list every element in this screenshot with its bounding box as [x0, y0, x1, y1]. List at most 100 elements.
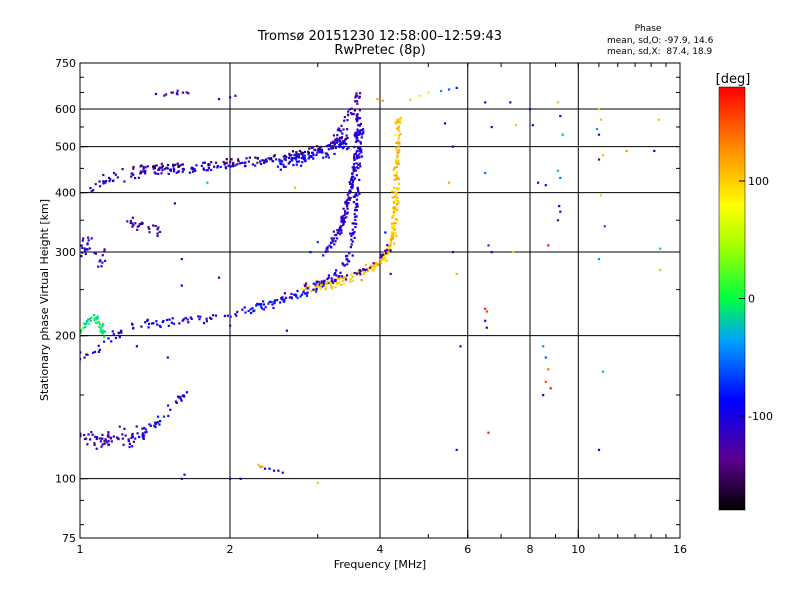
colorbar-ticks: 100 0 -100: [739, 175, 773, 423]
data-point: [356, 130, 359, 133]
data-point: [167, 414, 170, 417]
data-point: [264, 306, 267, 309]
data-point: [599, 194, 603, 197]
data-point: [387, 251, 390, 254]
data-point: [156, 228, 159, 231]
data-point: [484, 319, 487, 322]
data-point: [132, 440, 135, 443]
data-point: [363, 268, 366, 271]
data-point: [357, 167, 360, 170]
data-point: [262, 303, 266, 306]
data-point: [364, 263, 367, 266]
data-point: [165, 93, 168, 96]
data-point: [398, 117, 401, 120]
data-point: [118, 425, 121, 428]
data-point: [599, 118, 603, 121]
data-point: [167, 324, 170, 327]
data-point: [135, 345, 138, 348]
data-point: [334, 286, 337, 289]
data-point: [273, 154, 276, 157]
data-point: [334, 233, 337, 237]
data-point: [259, 160, 262, 163]
data-point: [107, 431, 110, 434]
data-point: [300, 287, 303, 290]
data-point: [131, 434, 134, 437]
data-point: [388, 246, 391, 249]
data-point: [352, 279, 355, 282]
data-point: [395, 234, 398, 237]
data-point: [81, 239, 84, 242]
y-tick-label: 500: [55, 141, 76, 154]
data-point: [326, 153, 329, 156]
data-point: [176, 162, 179, 165]
data-point: [117, 331, 120, 334]
data-point: [340, 217, 343, 220]
data-point: [355, 137, 358, 140]
data-point: [152, 322, 155, 325]
data-point: [156, 323, 159, 326]
data-point: [110, 340, 113, 343]
data-point: [167, 404, 170, 407]
data-point: [344, 137, 348, 140]
data-point: [259, 305, 262, 308]
data-point: [308, 147, 311, 150]
data-point: [167, 172, 170, 175]
data-point: [395, 165, 398, 168]
data-point: [172, 170, 175, 173]
data-point: [357, 117, 360, 120]
data-point: [295, 154, 298, 157]
data-point: [120, 329, 123, 332]
data-point: [180, 477, 183, 480]
data-point: [357, 163, 360, 166]
data-point: [100, 437, 103, 440]
data-point: [395, 149, 398, 152]
data-point: [251, 163, 254, 166]
data-point: [248, 156, 251, 159]
data-point: [385, 252, 388, 255]
data-point: [152, 224, 155, 227]
data-point: [331, 145, 334, 148]
data-point: [319, 286, 322, 289]
data-point: [327, 148, 330, 151]
data-point: [332, 140, 335, 143]
data-point: [97, 344, 100, 347]
data-point: [351, 240, 354, 243]
data-point: [89, 187, 92, 190]
data-point: [353, 163, 356, 166]
y-tick-label: 200: [55, 330, 76, 343]
data-point: [362, 270, 365, 273]
data-point: [178, 395, 181, 398]
data-point: [314, 284, 317, 287]
data-point: [166, 356, 169, 359]
data-point: [373, 267, 376, 270]
data-point: [182, 318, 185, 321]
data-point: [183, 473, 186, 476]
data-point: [547, 244, 550, 247]
data-point: [359, 165, 362, 168]
data-point: [346, 204, 349, 207]
data-point: [82, 322, 85, 325]
data-point: [321, 280, 324, 283]
data-point: [349, 232, 352, 235]
data-point: [346, 148, 349, 151]
data-point: [153, 424, 156, 427]
data-point: [348, 198, 351, 201]
data-point: [93, 443, 96, 446]
data-point: [131, 225, 134, 228]
data-point: [116, 437, 120, 440]
data-point: [392, 221, 396, 225]
data-point: [509, 101, 512, 104]
data-point: [395, 178, 398, 181]
data-point: [336, 129, 339, 132]
data-point: [291, 159, 294, 162]
data-point: [135, 425, 138, 428]
data-point: [147, 326, 150, 329]
data-point: [351, 228, 354, 231]
data-point: [107, 439, 110, 443]
data-point: [358, 109, 361, 112]
data-point: [136, 432, 139, 435]
data-point: [107, 443, 110, 447]
data-point: [173, 202, 176, 205]
data-point: [340, 141, 343, 144]
data-point: [343, 119, 346, 122]
